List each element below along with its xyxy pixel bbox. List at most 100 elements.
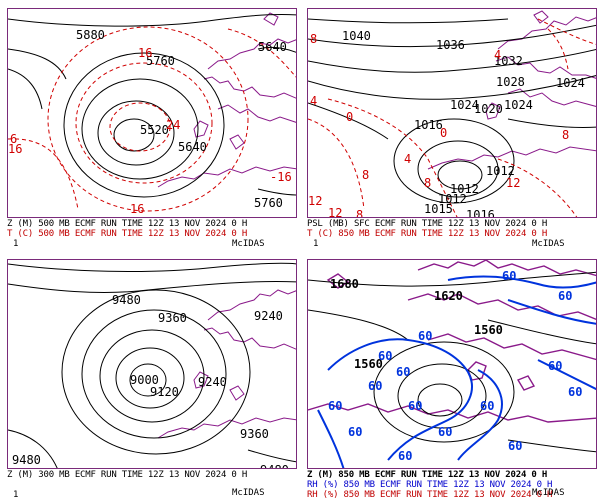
temp-label: 8 — [310, 32, 317, 46]
brand-label: McIDAS — [232, 239, 265, 249]
temp-label: 24 — [166, 118, 180, 132]
isobar-label: 1020 — [474, 102, 503, 116]
map-sfc-psl: 1040 1036 1032 1028 1024 1020 1024 1024 … — [307, 8, 597, 218]
isobar-label: 1012 — [486, 164, 515, 178]
temp-label: 6 — [10, 132, 17, 146]
height-label: 9000 — [130, 373, 159, 387]
height-label: 5880 — [76, 28, 105, 42]
height-label: 9480 — [12, 453, 41, 467]
rh-label: 60 — [398, 449, 412, 463]
height-label: 9480 — [260, 463, 289, 469]
rh-label: 60 — [548, 359, 562, 373]
isobar-label: 1016 — [414, 118, 443, 132]
isobar-label: 1036 — [436, 38, 465, 52]
height-label: 9240 — [198, 375, 227, 389]
rh-label: 60 — [368, 379, 382, 393]
temp-label: 0 — [346, 110, 353, 124]
height-label: 5640 — [178, 140, 207, 154]
height-label: 1560 — [354, 357, 383, 371]
coastline — [427, 10, 596, 170]
isobar-label: 1012 — [438, 192, 467, 206]
height-label: 5760 — [146, 54, 175, 68]
height-contours — [8, 13, 296, 198]
rh-label: 60 — [502, 269, 516, 283]
temp-label: 12 — [506, 176, 520, 190]
rh-label: 60 — [480, 399, 494, 413]
temp-label: 4 — [494, 48, 501, 62]
temp-label: 4 — [404, 152, 411, 166]
temp-contours — [308, 18, 596, 217]
height-label: 1620 — [434, 289, 463, 303]
temp-label: -16 — [270, 170, 292, 184]
height-label: 1560 — [474, 323, 503, 337]
temp-label: 8 — [362, 168, 369, 182]
map-850mb-rh: 1680 1620 1560 1560 60 60 60 60 60 60 60… — [307, 259, 597, 469]
caption-line-1: Z (M) 500 MB ECMF RUN TIME 12Z 13 NOV 20… — [7, 219, 248, 229]
isobar-label: 1012 — [450, 182, 479, 196]
height-label: 9240 — [254, 309, 283, 323]
map-sfc-psl-svg: 1040 1036 1032 1028 1024 1020 1024 1024 … — [308, 10, 596, 218]
rh-contours — [317, 275, 596, 468]
isobar-label: 1024 — [556, 76, 585, 90]
frame-number: 1 — [13, 490, 19, 500]
temp-contours — [8, 26, 296, 212]
height-label: 9360 — [240, 427, 269, 441]
caption-line-1: Z (M) 850 MB ECMF RUN TIME 12Z 13 NOV 20… — [307, 470, 548, 480]
caption-line-3: RH (%) 850 MB ECMF RUN TIME 12Z 13 NOV 2… — [307, 490, 553, 500]
temp-label: 0 — [440, 126, 447, 140]
height-label: 5760 — [254, 196, 283, 210]
rh-labels: 60 60 60 60 60 60 60 60 60 60 60 60 60 6… — [328, 269, 582, 463]
coastline — [157, 12, 296, 188]
temp-label: 4 — [310, 94, 317, 108]
brand-label: McIDAS — [532, 488, 565, 498]
isobars — [308, 18, 596, 204]
temp-label: 12 — [308, 194, 322, 208]
isobar-label: 1016 — [466, 208, 495, 218]
rh-label: 60 — [378, 349, 392, 363]
isobar-label: 1028 — [496, 75, 525, 89]
height-label: 9480 — [112, 293, 141, 307]
caption-line-1: Z (M) 300 MB ECMF RUN TIME 12Z 13 NOV 20… — [7, 470, 248, 480]
coastline — [308, 260, 596, 423]
brand-label: McIDAS — [532, 239, 565, 249]
frame-number: 1 — [13, 239, 19, 249]
isobar-label: 1032 — [494, 54, 523, 68]
rh-label: 60 — [418, 329, 432, 343]
map-300mb-svg: 9480 9360 9240 9000 9120 9240 9360 9480 … — [8, 262, 296, 469]
rh-label: 60 — [508, 439, 522, 453]
map-500mb: 5880 5760 5520 5640 5640 5760 16 24 6 16… — [7, 8, 297, 218]
isobar-label: 1024 — [504, 98, 533, 112]
brand-label: McIDAS — [232, 488, 265, 498]
height-contours — [308, 271, 596, 453]
temp-label: 16 — [138, 46, 152, 60]
height-label: 9360 — [158, 311, 187, 325]
isobar-label: 1015 — [424, 202, 453, 216]
frame-number: 1 — [313, 239, 319, 249]
temp-label: 12 — [328, 206, 342, 218]
isobar-label: 1040 — [342, 29, 371, 43]
rh-label: 60 — [438, 425, 452, 439]
height-contours — [8, 262, 296, 468]
map-300mb: 9480 9360 9240 9000 9120 9240 9360 9480 … — [7, 259, 297, 469]
rh-label: 60 — [568, 385, 582, 399]
height-label: 5640 — [258, 40, 287, 54]
rh-label: 60 — [348, 425, 362, 439]
temp-label: 16 — [8, 142, 22, 156]
rh-label: 60 — [558, 289, 572, 303]
temp-label: 16 — [130, 202, 144, 216]
caption-line-2: T (C) 500 MB ECMF RUN TIME 12Z 13 NOV 20… — [7, 229, 248, 239]
isobar-label: 1024 — [450, 98, 479, 112]
height-label: 5520 — [140, 123, 169, 137]
map-500mb-svg: 5880 5760 5520 5640 5640 5760 16 24 6 16… — [8, 12, 296, 216]
temp-label: 8 — [356, 208, 363, 218]
caption-line-2: RH (%) 850 MB ECMF RUN TIME 12Z 13 NOV 2… — [307, 480, 553, 490]
temp-label: 8 — [424, 176, 431, 190]
rh-label: 60 — [408, 399, 422, 413]
height-label: 9120 — [150, 385, 179, 399]
caption-line-1: PSL (MB) SFC ECMF RUN TIME 12Z 13 NOV 20… — [307, 219, 548, 229]
height-label: 1680 — [330, 277, 359, 291]
temp-label: 8 — [562, 128, 569, 142]
caption-line-2: T (C) 850 MB ECMF RUN TIME 12Z 13 NOV 20… — [307, 229, 548, 239]
rh-label: 60 — [396, 365, 410, 379]
rh-label: 60 — [328, 399, 342, 413]
